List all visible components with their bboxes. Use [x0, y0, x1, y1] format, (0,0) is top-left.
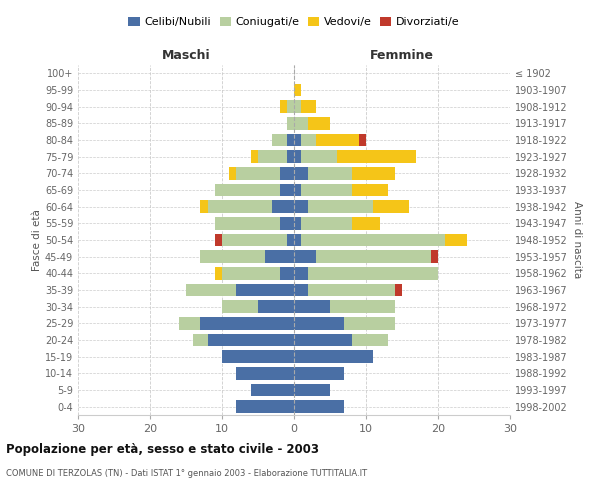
Bar	[258, 150, 287, 163]
Bar	[431, 250, 438, 263]
Y-axis label: Fasce di età: Fasce di età	[32, 209, 42, 271]
Bar	[215, 217, 280, 230]
Bar	[344, 317, 395, 330]
Bar	[294, 334, 352, 346]
Bar	[301, 184, 352, 196]
Bar	[179, 317, 200, 330]
Bar	[251, 384, 294, 396]
Legend: Celibi/Nubili, Coniugati/e, Vedovi/e, Divorziati/e: Celibi/Nubili, Coniugati/e, Vedovi/e, Di…	[126, 14, 462, 30]
Bar	[236, 400, 294, 413]
Bar	[280, 217, 294, 230]
Bar	[294, 117, 308, 130]
Bar	[280, 167, 294, 179]
Bar	[373, 200, 409, 213]
Bar	[200, 200, 208, 213]
Bar	[294, 284, 308, 296]
Bar	[200, 250, 265, 263]
Bar	[301, 134, 316, 146]
Bar	[316, 134, 359, 146]
Bar	[287, 117, 294, 130]
Bar	[287, 134, 294, 146]
Bar	[294, 234, 301, 246]
Bar	[236, 167, 280, 179]
Bar	[294, 367, 344, 380]
Bar	[258, 300, 294, 313]
Bar	[294, 134, 301, 146]
Bar	[287, 100, 294, 113]
Bar	[301, 100, 316, 113]
Text: COMUNE DI TERZOLAS (TN) - Dati ISTAT 1° gennaio 2003 - Elaborazione TUTTITALIA.I: COMUNE DI TERZOLAS (TN) - Dati ISTAT 1° …	[6, 469, 367, 478]
Bar	[251, 150, 258, 163]
Bar	[308, 167, 352, 179]
Bar	[308, 117, 330, 130]
Bar	[265, 250, 294, 263]
Bar	[395, 284, 402, 296]
Bar	[352, 217, 380, 230]
Bar	[294, 317, 344, 330]
Bar	[330, 300, 395, 313]
Bar	[301, 234, 445, 246]
Bar	[316, 250, 431, 263]
Text: Femmine: Femmine	[370, 48, 434, 62]
Bar	[287, 234, 294, 246]
Bar	[280, 267, 294, 280]
Bar	[236, 367, 294, 380]
Bar	[294, 384, 330, 396]
Bar	[294, 150, 301, 163]
Bar	[193, 334, 208, 346]
Bar	[294, 184, 301, 196]
Bar	[200, 317, 294, 330]
Bar	[229, 167, 236, 179]
Text: Maschi: Maschi	[161, 48, 211, 62]
Bar	[308, 200, 373, 213]
Bar	[222, 350, 294, 363]
Bar	[280, 184, 294, 196]
Bar	[186, 284, 236, 296]
Bar	[294, 200, 308, 213]
Bar	[352, 167, 395, 179]
Bar	[301, 150, 337, 163]
Bar	[337, 150, 416, 163]
Bar	[301, 217, 352, 230]
Bar	[294, 217, 301, 230]
Bar	[294, 100, 301, 113]
Bar	[294, 350, 373, 363]
Bar	[294, 250, 316, 263]
Bar	[280, 100, 287, 113]
Bar	[308, 284, 395, 296]
Bar	[294, 400, 344, 413]
Bar	[215, 234, 222, 246]
Bar	[294, 300, 330, 313]
Bar	[294, 167, 308, 179]
Bar	[222, 234, 287, 246]
Bar	[222, 267, 280, 280]
Bar	[222, 300, 258, 313]
Bar	[445, 234, 467, 246]
Bar	[215, 184, 280, 196]
Bar	[308, 267, 438, 280]
Bar	[272, 200, 294, 213]
Bar	[294, 84, 301, 96]
Bar	[359, 134, 366, 146]
Bar	[294, 267, 308, 280]
Bar	[352, 184, 388, 196]
Text: Popolazione per età, sesso e stato civile - 2003: Popolazione per età, sesso e stato civil…	[6, 442, 319, 456]
Bar	[352, 334, 388, 346]
Bar	[215, 267, 222, 280]
Bar	[208, 334, 294, 346]
Y-axis label: Anni di nascita: Anni di nascita	[572, 202, 581, 278]
Bar	[272, 134, 287, 146]
Bar	[287, 150, 294, 163]
Bar	[236, 284, 294, 296]
Bar	[208, 200, 272, 213]
